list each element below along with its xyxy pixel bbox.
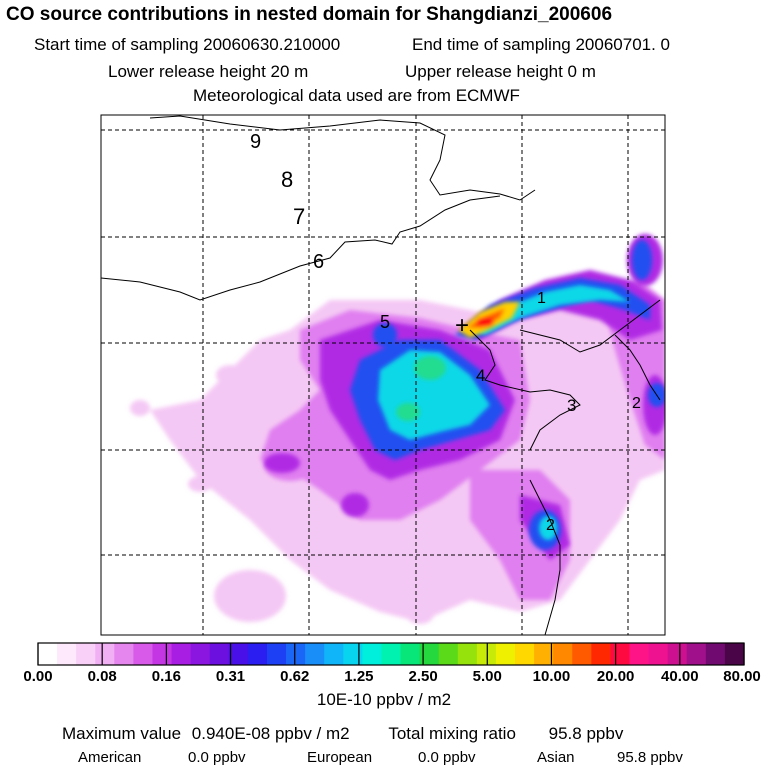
colorbar-swatch xyxy=(495,643,516,665)
colorbar-swatch xyxy=(247,643,268,665)
contour-label-8: 8 xyxy=(281,167,293,192)
colorbar xyxy=(37,642,745,666)
max-label: Maximum value xyxy=(62,724,182,743)
colorbar-tick-label: 0.62 xyxy=(280,668,310,685)
map-frame xyxy=(100,114,666,636)
region-name-american: American xyxy=(78,749,142,766)
colorbar-tick-label: 1.25 xyxy=(344,668,374,685)
colorbar-swatch xyxy=(324,643,344,665)
contour-label-9: 9 xyxy=(250,131,261,153)
total-value: 95.8 ppbv xyxy=(548,724,624,743)
colorbar-swatch xyxy=(515,643,535,665)
colorbar-tick-label: 0.31 xyxy=(215,668,246,685)
region-value-european: 0.0 ppbv xyxy=(418,749,476,766)
colorbar-tick-label: 2.50 xyxy=(408,668,438,685)
colorbar-swatch xyxy=(114,643,134,665)
colorbar-swatch xyxy=(171,643,192,665)
colorbar-tick-label: 0.08 xyxy=(87,668,117,685)
contour-label-4: 4 xyxy=(476,366,485,385)
colorbar-tick-label: 5.00 xyxy=(472,668,502,685)
concentration-field xyxy=(101,115,665,635)
colorbar-swatch xyxy=(228,643,249,665)
region-name-asian: Asian xyxy=(537,749,575,766)
colorbar-swatch xyxy=(648,643,669,665)
level-green xyxy=(396,356,446,421)
colorbar-swatch xyxy=(305,643,325,665)
region-value-asian: 95.8 ppbv xyxy=(617,749,683,766)
colorbar-swatch xyxy=(190,643,211,665)
start-time-label: Start time of sampling 20060630.210000 xyxy=(34,35,341,54)
colorbar-tick-label: 10.00 xyxy=(532,668,571,685)
colorbar-unit: 10E-10 ppbv / m2 xyxy=(316,690,452,709)
level-hot xyxy=(458,302,520,338)
colorbar-swatch xyxy=(534,643,554,665)
contour-label-3: 3 xyxy=(567,396,576,415)
colorbar-swatch xyxy=(553,643,573,665)
colorbar-swatch xyxy=(629,643,650,665)
colorbar-swatch xyxy=(95,643,115,665)
colorbar-tick-label: 0.16 xyxy=(151,668,181,685)
colorbar-swatch xyxy=(724,643,745,665)
end-time-label: End time of sampling 20060701. 0 xyxy=(412,35,671,54)
graticule xyxy=(101,115,665,635)
colorbar-swatch xyxy=(667,643,688,665)
contour-label-1: 1 xyxy=(537,290,546,307)
receptor-marker: + xyxy=(455,312,469,339)
contour-label-2: 2 xyxy=(546,517,555,534)
lower-height-label: Lower release height 20 m xyxy=(108,62,309,81)
contour-label-6: 6 xyxy=(313,251,324,273)
colorbar-tick-label: 80.00 xyxy=(723,668,761,685)
colorbar-swatch xyxy=(686,643,707,665)
colorbar-swatch xyxy=(438,643,459,665)
colorbar-swatch xyxy=(343,643,363,665)
total-label: Total mixing ratio xyxy=(388,724,516,743)
colorbar-swatch xyxy=(400,643,421,665)
colorbar-swatch xyxy=(610,643,631,665)
colorbar-swatch xyxy=(57,643,77,665)
colorbar-swatch xyxy=(591,643,612,665)
page-title: CO source contributions in nested domain… xyxy=(6,4,613,25)
colorbar-tick-label: 0.00 xyxy=(23,668,53,685)
colorbar-swatch xyxy=(381,643,402,665)
colorbar-swatch xyxy=(457,643,478,665)
colorbar-swatch xyxy=(705,643,726,665)
upper-height-label: Upper release height 0 m xyxy=(405,62,596,81)
max-value: 0.940E-08 ppbv / m2 xyxy=(191,724,350,743)
contour-label-2-east: 2 xyxy=(632,395,641,412)
contour-label-5: 5 xyxy=(380,312,390,332)
colorbar-swatch xyxy=(362,643,383,665)
met-data-label: Meteorological data used are from ECMWF xyxy=(193,86,520,105)
colorbar-swatch xyxy=(38,643,58,665)
colorbar-swatch xyxy=(286,643,306,665)
contour-labels: 9 8 7 6 5 4 3 2 1 2 xyxy=(250,131,641,534)
summary-row: Maximum value 0.940E-08 ppbv / m2 Total … xyxy=(62,724,629,744)
contour-label-7: 7 xyxy=(293,204,305,229)
colorbar-swatch xyxy=(419,643,440,665)
colorbar-swatch xyxy=(572,643,592,665)
colorbar-swatch xyxy=(266,643,287,665)
colorbar-swatch xyxy=(133,643,154,665)
colorbar-swatch xyxy=(209,643,230,665)
region-value-american: 0.0 ppbv xyxy=(188,749,246,766)
colorbar-tick-label: 40.00 xyxy=(661,668,699,685)
colorbar-swatch xyxy=(76,643,96,665)
coastlines xyxy=(101,115,661,635)
region-name-european: European xyxy=(307,749,373,766)
colorbar-swatch xyxy=(152,643,173,665)
colorbar-border xyxy=(37,642,745,666)
colorbar-tick-label: 20.00 xyxy=(596,668,635,685)
